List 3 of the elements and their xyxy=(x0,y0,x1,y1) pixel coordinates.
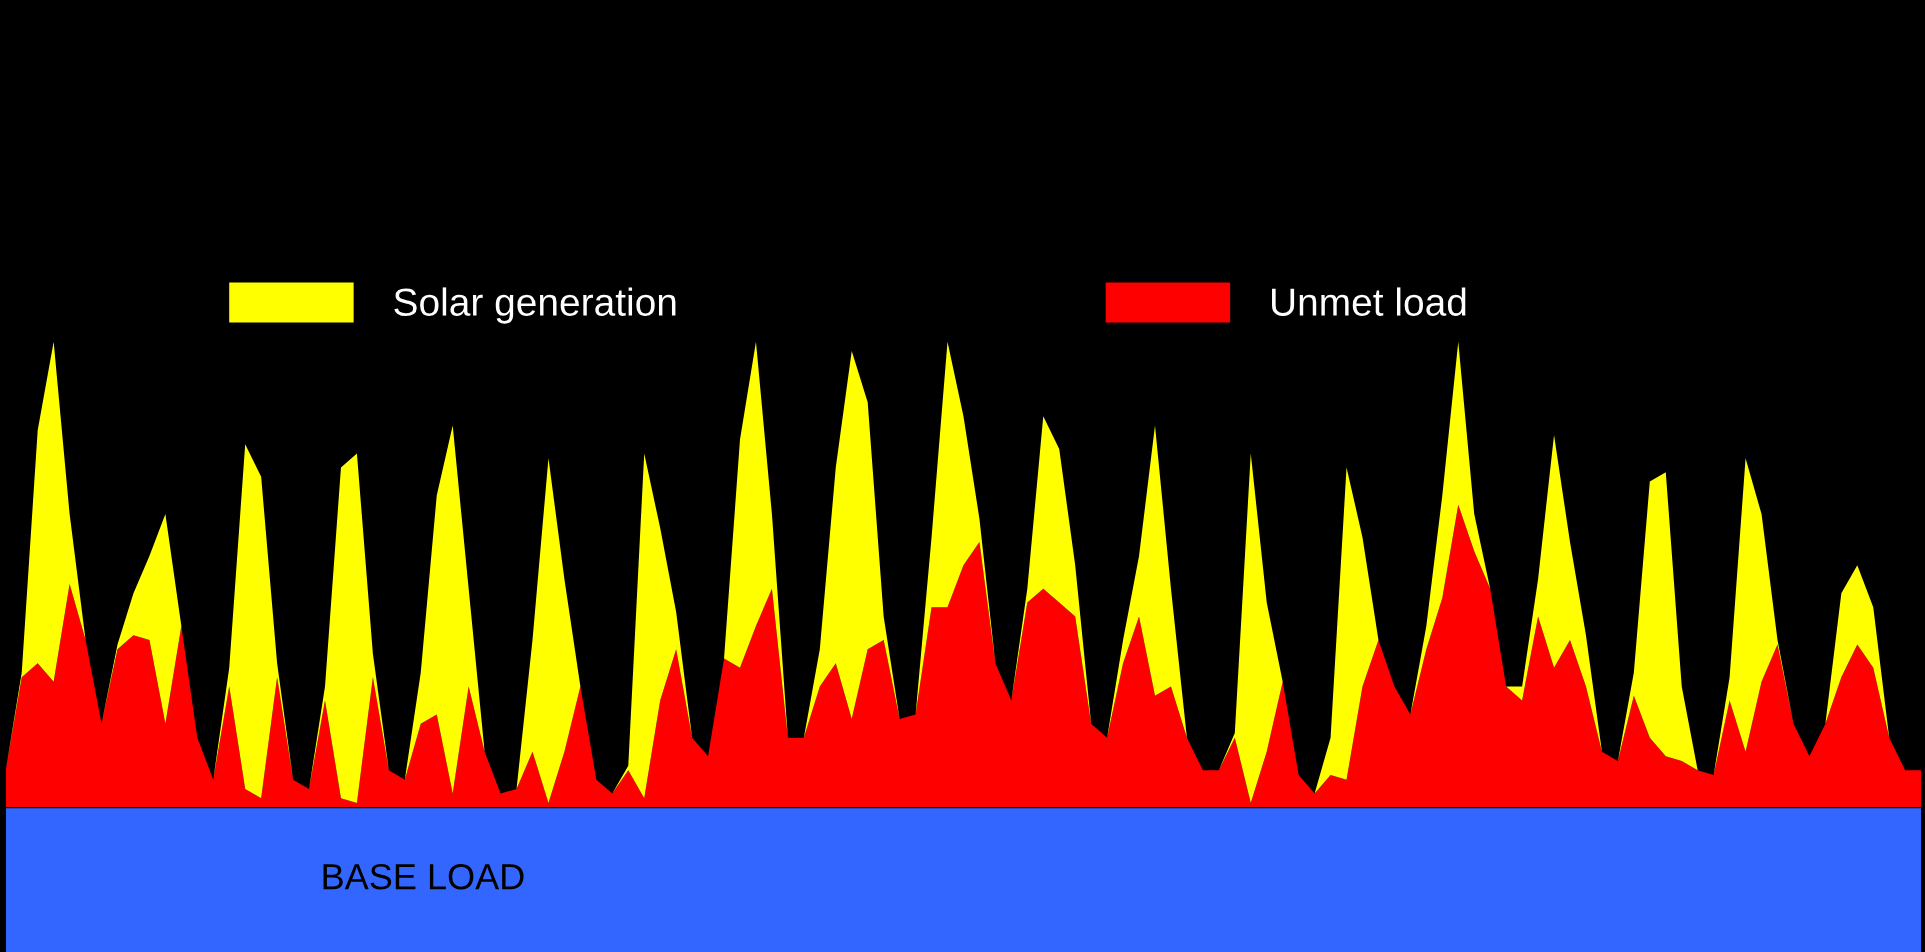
band-label: BASE LOAD xyxy=(323,863,524,890)
legend-label: Solar generation xyxy=(394,287,676,324)
legend-label: Unmet load xyxy=(1272,287,1466,316)
